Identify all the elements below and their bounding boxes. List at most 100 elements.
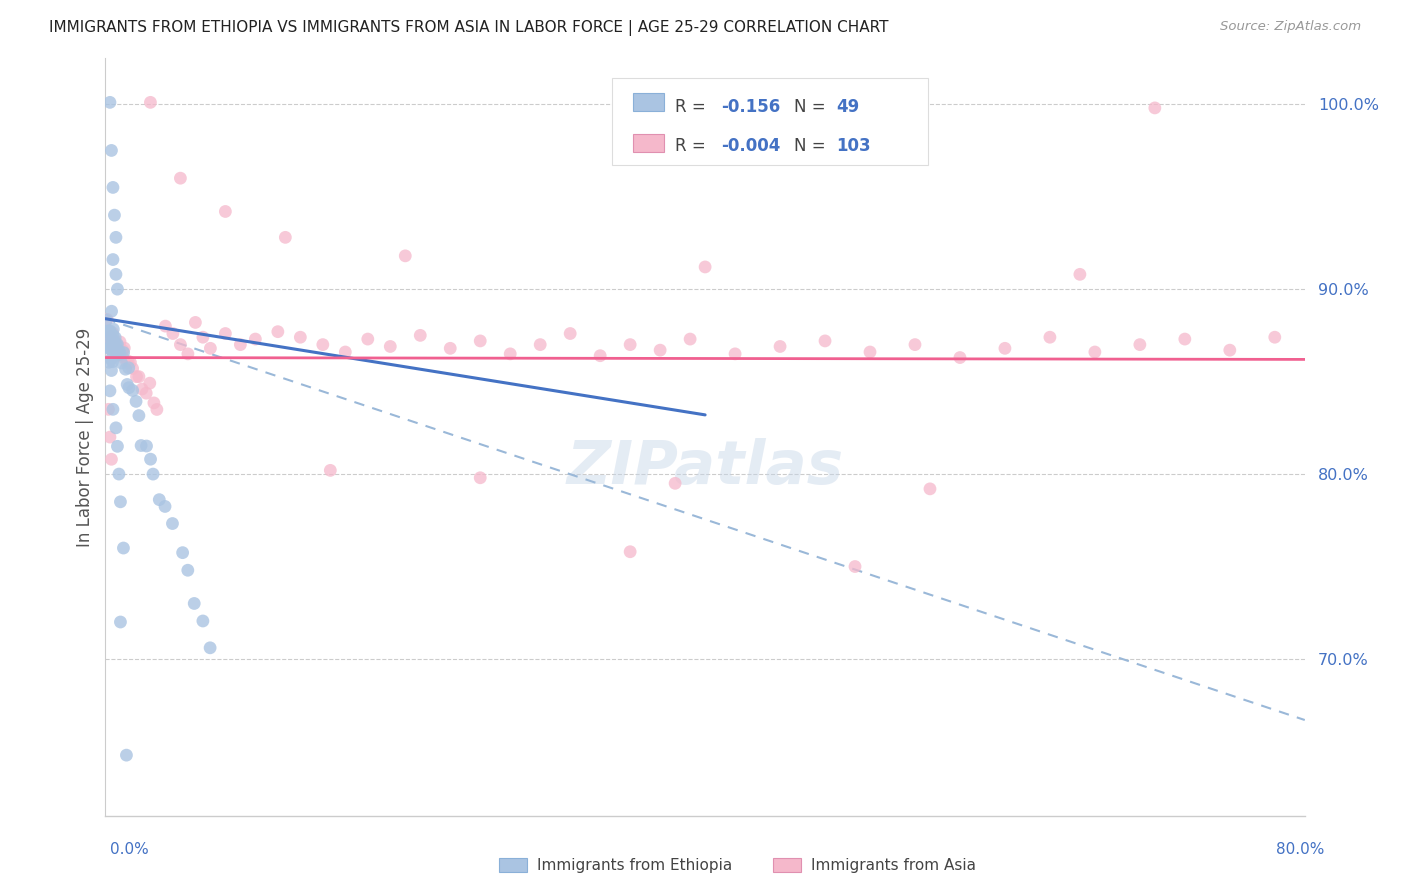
Point [619, 545, 641, 559]
Point [107, 346, 129, 360]
Point [98, 95, 121, 110]
Point [105, 336, 128, 351]
Point [101, 326, 124, 340]
Point [105, 337, 128, 351]
Point [101, 338, 124, 352]
Point [439, 341, 461, 355]
Text: 49: 49 [837, 98, 860, 116]
Point [115, 356, 138, 370]
Point [101, 333, 124, 347]
Point [335, 345, 357, 359]
Point [103, 208, 125, 222]
Point [191, 330, 214, 344]
Point [101, 346, 124, 360]
Point [105, 345, 128, 359]
Point [155, 319, 177, 334]
Point [1129, 337, 1152, 351]
Point [139, 95, 162, 110]
Point [724, 347, 747, 361]
Text: 0.0%: 0.0% [110, 842, 149, 856]
Point [1143, 101, 1166, 115]
Point [100, 351, 122, 366]
Text: N =: N = [794, 98, 825, 116]
Point [153, 500, 176, 514]
Point [121, 384, 143, 398]
Point [108, 344, 131, 359]
Point [267, 325, 290, 339]
Point [949, 351, 972, 365]
Point [650, 343, 672, 358]
Point [100, 452, 122, 467]
Point [128, 409, 150, 423]
Text: -0.004: -0.004 [721, 137, 780, 155]
Point [105, 337, 128, 351]
Point [1264, 330, 1286, 344]
Point [96, 312, 118, 326]
Point [101, 328, 124, 343]
Point [125, 369, 148, 384]
Point [97, 402, 120, 417]
Point [695, 260, 717, 274]
Point [198, 640, 221, 655]
Point [98, 355, 121, 369]
Point [101, 402, 124, 417]
Point [98, 341, 121, 355]
Text: R =: R = [675, 137, 706, 155]
Point [560, 326, 582, 341]
Point [107, 439, 129, 453]
Point [104, 337, 127, 351]
Point [98, 334, 121, 349]
Point [214, 204, 236, 219]
Point [110, 615, 132, 629]
Text: ZIPatlas: ZIPatlas [567, 438, 844, 497]
Text: Source: ZipAtlas.com: Source: ZipAtlas.com [1220, 20, 1361, 33]
Point [97, 325, 120, 339]
Point [1069, 268, 1091, 282]
Point [162, 326, 184, 341]
Point [290, 330, 312, 344]
Point [112, 541, 135, 555]
Point [904, 337, 927, 351]
Point [103, 339, 125, 353]
Point [148, 492, 170, 507]
Point [108, 467, 131, 481]
Point [100, 144, 122, 158]
Point [98, 341, 121, 355]
Y-axis label: In Labor Force | Age 25-29: In Labor Force | Age 25-29 [76, 327, 94, 547]
Point [108, 334, 131, 349]
Point [125, 394, 148, 409]
Point [859, 345, 882, 359]
Point [177, 347, 200, 361]
Text: 103: 103 [837, 137, 872, 155]
Point [112, 345, 135, 359]
Point [115, 748, 138, 763]
Point [499, 347, 522, 361]
Point [312, 337, 335, 351]
Point [100, 330, 122, 344]
Point [142, 467, 165, 481]
Point [97, 332, 120, 346]
Point [135, 439, 157, 453]
Point [229, 337, 252, 351]
Point [98, 324, 121, 338]
Point [100, 333, 122, 347]
Point [97, 324, 120, 338]
Point [111, 348, 134, 362]
Point [103, 322, 125, 336]
Text: N =: N = [794, 137, 825, 155]
Point [994, 341, 1017, 355]
Point [1219, 343, 1241, 358]
Point [104, 268, 127, 282]
Point [107, 341, 129, 355]
Point [129, 438, 152, 452]
Point [664, 476, 686, 491]
Point [1084, 345, 1107, 359]
Point [114, 362, 136, 376]
Point [619, 337, 641, 351]
Point [214, 326, 236, 341]
Point [184, 315, 207, 329]
Point [104, 230, 127, 244]
Point [98, 331, 121, 345]
Point [110, 495, 132, 509]
Point [357, 332, 380, 346]
